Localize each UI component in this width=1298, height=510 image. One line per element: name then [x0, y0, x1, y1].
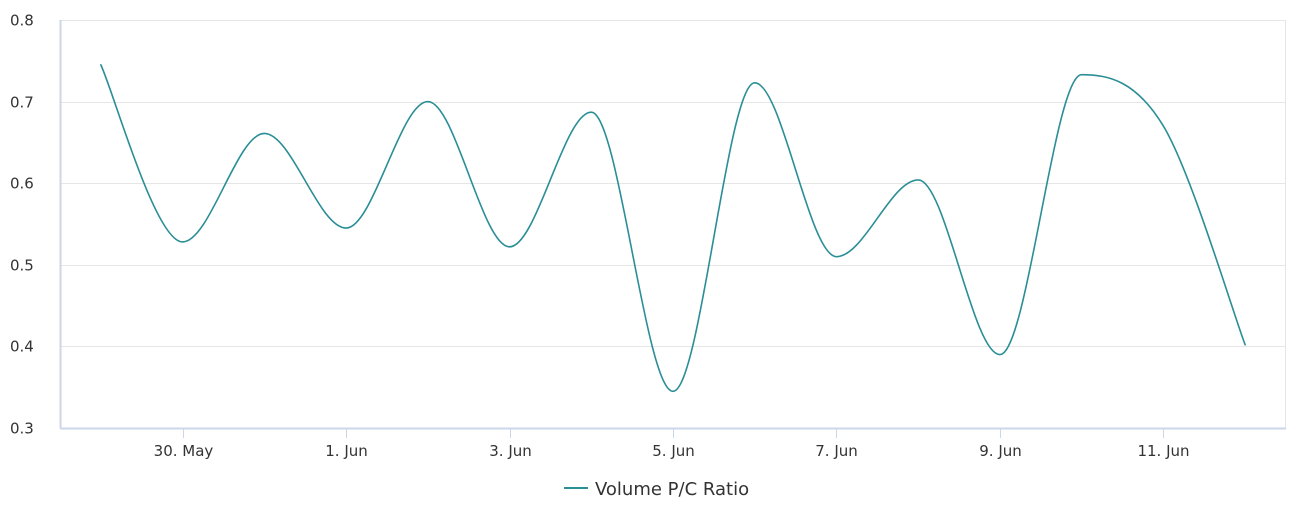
data-point[interactable]	[424, 98, 432, 106]
y-tick-label: 0.7	[10, 94, 34, 112]
series-layer	[97, 61, 1249, 395]
data-point[interactable]	[751, 79, 759, 87]
data-point[interactable]	[587, 108, 595, 116]
axes: 0.3 0.4 0.5 0.6 0.7 0.8 30. May 1. Jun 3. Jun 5. …	[10, 12, 1286, 460]
data-point[interactable]	[1078, 71, 1086, 79]
legend[interactable]: Volume P/C Ratio	[564, 479, 749, 500]
grid-lines	[60, 20, 1286, 347]
y-tick-label: 0.3	[10, 420, 34, 438]
data-point[interactable]	[996, 351, 1004, 359]
x-tick-label: 5. Jun	[652, 442, 695, 460]
y-tick-label: 0.6	[10, 175, 34, 193]
x-tick-label: 3. Jun	[489, 442, 532, 460]
y-tick-label: 0.8	[10, 12, 34, 30]
series-line[interactable]	[100, 64, 1246, 393]
data-point[interactable]	[260, 129, 268, 137]
data-point[interactable]	[914, 176, 922, 184]
data-point[interactable]	[179, 238, 187, 246]
x-tick-label: 1. Jun	[325, 442, 368, 460]
data-point[interactable]	[342, 224, 350, 232]
x-tick-label: 11. Jun	[1137, 442, 1189, 460]
data-point[interactable]	[1241, 341, 1249, 349]
x-tick-label: 9. Jun	[979, 442, 1022, 460]
x-tick-label: 30. May	[154, 442, 214, 460]
data-point[interactable]	[832, 253, 840, 261]
data-point[interactable]	[1159, 122, 1167, 130]
data-point[interactable]	[97, 61, 105, 69]
data-point[interactable]	[669, 387, 677, 395]
legend-label[interactable]: Volume P/C Ratio	[595, 479, 749, 500]
y-tick-label: 0.5	[10, 257, 34, 275]
y-tick-label: 0.4	[10, 338, 34, 356]
x-tick-label: 7. Jun	[815, 442, 858, 460]
data-point[interactable]	[506, 243, 514, 251]
